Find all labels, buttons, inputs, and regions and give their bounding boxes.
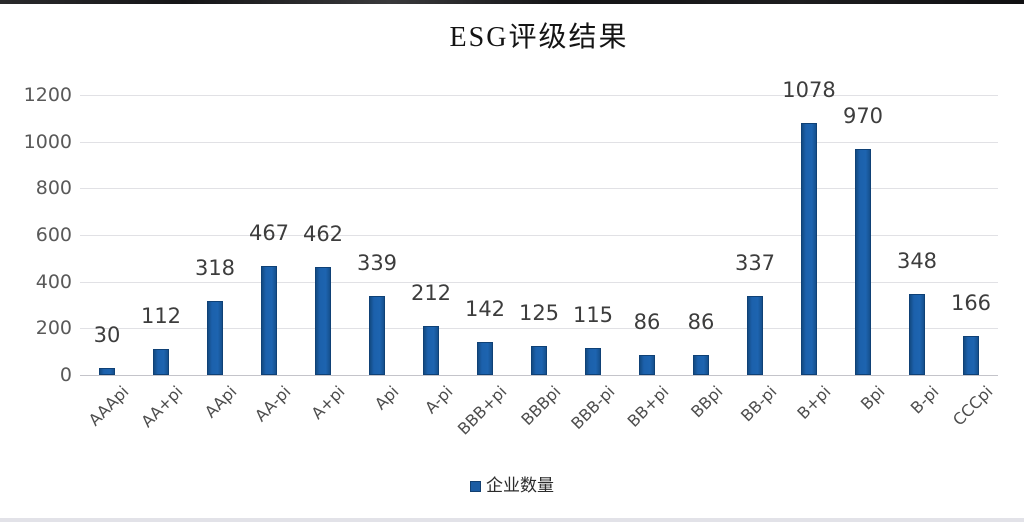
bar-value-label: 337 bbox=[734, 251, 776, 276]
plot-area: 0 200 400 600 800 1000 1200 30 AAApi 112 AA+pi 318 A… bbox=[24, 78, 998, 439]
bottom-border-strip bbox=[0, 518, 1024, 522]
y-tick-label: 400 bbox=[35, 270, 72, 293]
bar bbox=[99, 368, 115, 375]
bar-value-label: 86 bbox=[687, 309, 715, 334]
bar-value-label: 348 bbox=[896, 248, 938, 273]
gridline bbox=[80, 188, 998, 190]
bar bbox=[207, 300, 223, 375]
bar-value-label: 112 bbox=[140, 303, 182, 328]
x-axis-line bbox=[80, 375, 998, 376]
y-tick-label: 1200 bbox=[23, 84, 72, 106]
chart-title: ESG评级结果 bbox=[449, 22, 629, 53]
bar-value-label: 318 bbox=[194, 255, 236, 280]
legend-swatch bbox=[470, 480, 481, 492]
bar-value-label: 467 bbox=[248, 221, 290, 246]
legend: 企业数量 bbox=[0, 475, 1024, 497]
bar-value-label: 125 bbox=[518, 300, 560, 325]
bar bbox=[531, 345, 547, 375]
bar-value-label: 462 bbox=[302, 222, 344, 247]
bar bbox=[855, 148, 871, 375]
y-tick-label: 600 bbox=[35, 224, 72, 246]
y-tick-label: 0 bbox=[59, 364, 72, 386]
bar bbox=[315, 267, 331, 375]
y-tick-label: 1000 bbox=[23, 130, 72, 153]
bar bbox=[153, 348, 169, 375]
bar-value-label: 30 bbox=[93, 323, 121, 347]
gridline bbox=[80, 235, 998, 236]
bar bbox=[963, 336, 979, 375]
bar-value-label: 970 bbox=[842, 103, 884, 128]
bar-value-label: 1078 bbox=[782, 78, 836, 103]
bar bbox=[477, 341, 493, 375]
y-tick-label: 800 bbox=[35, 177, 72, 200]
x-tick-label: AAApi bbox=[84, 382, 133, 430]
bar bbox=[423, 325, 439, 375]
gridline bbox=[80, 141, 998, 143]
bar-value-label: 212 bbox=[410, 280, 452, 305]
gridline bbox=[80, 95, 998, 96]
bar bbox=[639, 354, 655, 375]
bar-value-label: 166 bbox=[950, 291, 992, 316]
bar bbox=[693, 354, 709, 375]
bar bbox=[369, 295, 385, 375]
gridline bbox=[80, 281, 998, 283]
y-tick-label: 200 bbox=[35, 317, 72, 340]
top-border-strip bbox=[0, 0, 1024, 4]
bar bbox=[909, 293, 925, 375]
bar-value-label: 86 bbox=[633, 309, 661, 334]
bar bbox=[585, 348, 601, 375]
bar bbox=[801, 123, 817, 375]
bar bbox=[747, 296, 763, 375]
bar-value-label: 339 bbox=[356, 250, 398, 275]
bar-value-label: 115 bbox=[572, 303, 614, 328]
bar-value-label: 142 bbox=[464, 296, 506, 321]
gridline bbox=[80, 328, 998, 330]
legend-label: 企业数量 bbox=[486, 476, 554, 496]
bar bbox=[261, 266, 277, 375]
